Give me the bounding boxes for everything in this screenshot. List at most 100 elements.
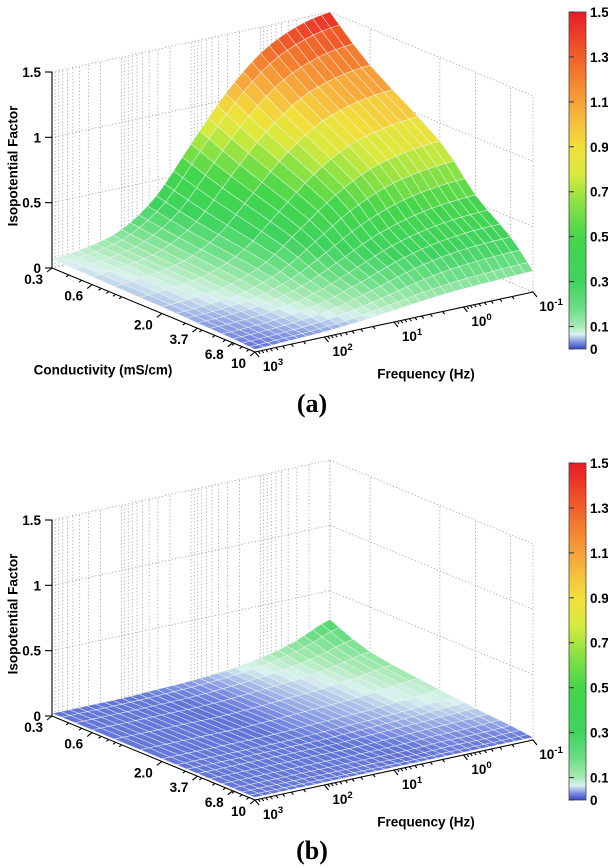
axis-line xyxy=(265,349,269,353)
axis-line xyxy=(404,767,408,771)
axis-line xyxy=(269,796,273,800)
axis-line xyxy=(442,311,446,315)
axis-line xyxy=(51,267,256,353)
axis-line xyxy=(499,746,503,751)
axis-line xyxy=(360,776,364,781)
back-wall-grid xyxy=(51,459,534,741)
frequency-tick-label: 10-1 xyxy=(539,745,563,762)
frequency-tick-label: 100 xyxy=(471,760,491,777)
axis-line xyxy=(442,759,446,763)
axis-line xyxy=(118,296,123,300)
colorbar-tick-label: 0.5 xyxy=(590,230,608,245)
axis-line xyxy=(246,797,250,800)
colorbar-tick-label: 0.5 xyxy=(590,681,608,696)
axis-line xyxy=(408,766,412,770)
axis-line xyxy=(51,715,256,801)
axis-line xyxy=(324,336,329,343)
colorbar-tick-label: 1.1 xyxy=(590,95,608,110)
axis-line xyxy=(231,791,235,794)
axis-line xyxy=(156,313,163,318)
colorbar-gradient xyxy=(568,462,587,801)
axis-line xyxy=(469,305,473,309)
colorbar-tick-label: 0.1 xyxy=(590,320,608,335)
axis-line xyxy=(118,744,123,748)
z-axis-label-a: Isopotential Factor xyxy=(5,105,21,227)
frequency-tick-label: 101 xyxy=(402,327,423,344)
axis-line xyxy=(466,305,470,310)
frequency-tick-label: 100 xyxy=(471,312,491,329)
axis-line xyxy=(421,315,425,319)
axis-line xyxy=(246,349,250,352)
colorbar-tick-label: 0 xyxy=(590,793,598,808)
colorbar-tick-label: 1.5 xyxy=(590,456,608,471)
axis-line xyxy=(254,351,260,358)
colorbar-a: 0 0.1 0.3 0.5 0.7 0.9 1.1 1.3 1.5 xyxy=(568,5,608,357)
panel-caption-b: (b) xyxy=(296,836,328,865)
axis-line xyxy=(483,750,487,754)
axis-line xyxy=(212,782,216,786)
axis-line xyxy=(86,732,93,738)
axis-line xyxy=(227,342,234,348)
z-tick-label: 1 xyxy=(33,130,41,145)
panel-caption-a: (a) xyxy=(296,389,328,418)
axis-line xyxy=(212,334,216,338)
conductivity-tick-label: 2.0 xyxy=(134,317,153,332)
axis-line xyxy=(334,782,338,786)
frequency-axis-label-b: Frequency (Hz) xyxy=(377,814,475,830)
axis-line xyxy=(463,754,468,761)
colorbar-tick-label: 1.3 xyxy=(590,50,608,65)
axis-line xyxy=(282,345,286,349)
z-tick-label: 0 xyxy=(33,261,41,276)
axis-line xyxy=(324,784,329,791)
axis-line xyxy=(478,303,482,307)
z-tick-label: 0.5 xyxy=(22,644,41,659)
axis-line xyxy=(192,775,198,781)
z-tick-label: 1.5 xyxy=(22,513,41,528)
axis-line xyxy=(65,274,69,278)
axis-line xyxy=(327,335,331,340)
surface-face xyxy=(248,344,265,350)
axis-line xyxy=(396,320,400,325)
z-tick-label: 1.5 xyxy=(22,65,41,80)
axis-line xyxy=(112,293,116,297)
colorbar-tick-label: 1.5 xyxy=(590,5,608,20)
axis-line xyxy=(199,329,203,333)
axis-line xyxy=(156,761,163,766)
colorbar-b: 0 0.1 0.3 0.5 0.7 0.9 1.1 1.3 1.5 xyxy=(568,456,608,808)
axis-line xyxy=(463,306,468,313)
colorbar-tick-label: 0.9 xyxy=(590,140,608,155)
axis-line xyxy=(469,753,473,757)
axis-line xyxy=(239,794,243,798)
axis-line xyxy=(303,341,307,345)
frequency-tick-label: 101 xyxy=(402,775,423,792)
conductivity-tick-label: 0.3 xyxy=(24,720,43,735)
axis-line xyxy=(339,781,343,785)
surface-plot-a: 0 0.5 1 1.5 0.3 0.6 2.0 3.7 6.8 10 103 102 101 100 10-… xyxy=(22,11,563,374)
frequency-tick-label: 103 xyxy=(263,357,283,374)
axis-line xyxy=(265,797,269,801)
axis-line xyxy=(78,727,82,731)
axis-line xyxy=(344,780,348,784)
colorbar-tick-label: 0.7 xyxy=(590,185,608,200)
z-tick-label: 0 xyxy=(33,709,41,724)
axis-line xyxy=(429,313,433,318)
colorbar-tick-label: 1.1 xyxy=(590,546,608,561)
axis-line xyxy=(360,328,364,333)
axis-line xyxy=(511,744,515,748)
axis-line xyxy=(275,347,279,351)
colorbar-tick-label: 0.7 xyxy=(590,636,608,651)
axis-line xyxy=(249,799,256,805)
axis-line xyxy=(105,291,110,294)
axis-line xyxy=(222,339,226,343)
axis-line xyxy=(351,778,355,782)
axis-line xyxy=(182,322,186,326)
conductivity-tick-label: 10 xyxy=(231,804,246,819)
colorbar-tick-label: 0.1 xyxy=(590,771,608,786)
axis-line xyxy=(490,300,494,304)
surface-face xyxy=(248,793,265,798)
conductivity-tick-label: 0.6 xyxy=(64,737,83,752)
axis-line xyxy=(483,302,487,306)
z-tick-label: 0.5 xyxy=(22,196,41,211)
conductivity-tick-label: 3.7 xyxy=(170,332,189,347)
